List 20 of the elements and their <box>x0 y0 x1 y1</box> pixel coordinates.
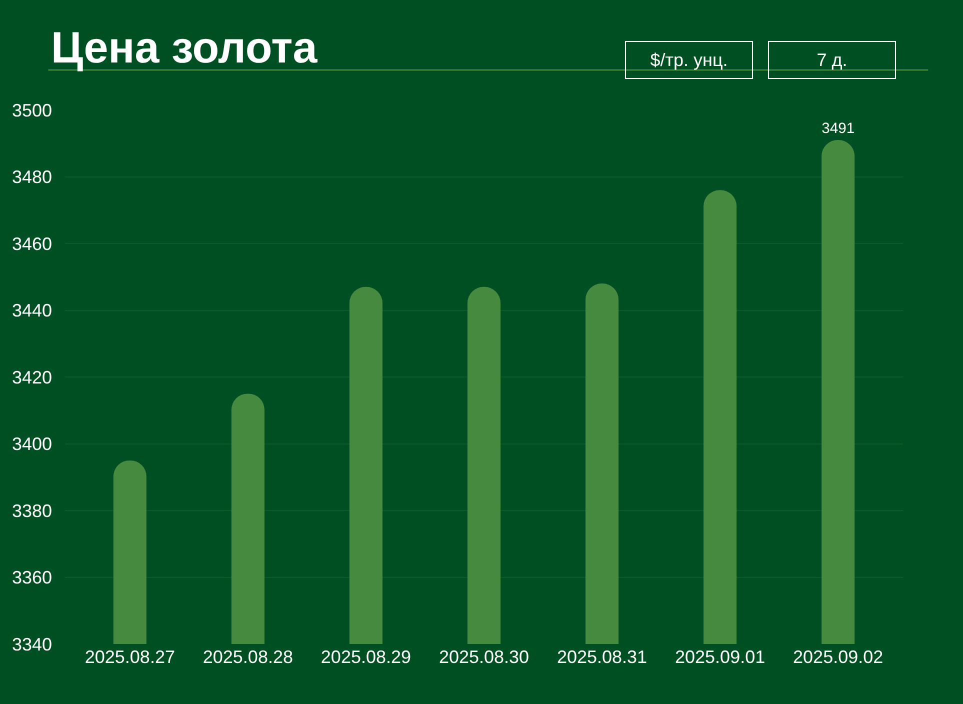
y-tick-label: 3480 <box>12 167 52 188</box>
chart-title: Цена золота <box>51 23 318 72</box>
x-tick-label: 2025.08.28 <box>202 647 293 667</box>
text: 7 д. <box>816 50 848 70</box>
x-tick-label: 2025.08.29 <box>320 647 412 667</box>
y-tick-label: 3400 <box>12 434 52 454</box>
y-tick-label: 3420 <box>12 367 52 388</box>
x-tick-label: 2025.08.30 <box>438 647 530 667</box>
y-tick-label: 3500 <box>12 100 52 120</box>
data-label: 3491 <box>822 121 855 138</box>
y-tick-label: 3380 <box>12 500 52 521</box>
x-tick-label: 2025.09.02 <box>793 647 884 667</box>
y-tick-label: 3440 <box>12 300 52 321</box>
y-tick-label: 3360 <box>12 568 52 588</box>
x-tick-label: 2025.09.01 <box>675 647 766 667</box>
text: $/тр. унц. <box>650 50 728 70</box>
x-tick-label: 2025.08.31 <box>556 647 648 667</box>
x-tick-label: 2025.08.27 <box>84 647 175 667</box>
y-tick-label: 3340 <box>12 634 52 654</box>
y-tick-label: 3460 <box>12 234 52 254</box>
